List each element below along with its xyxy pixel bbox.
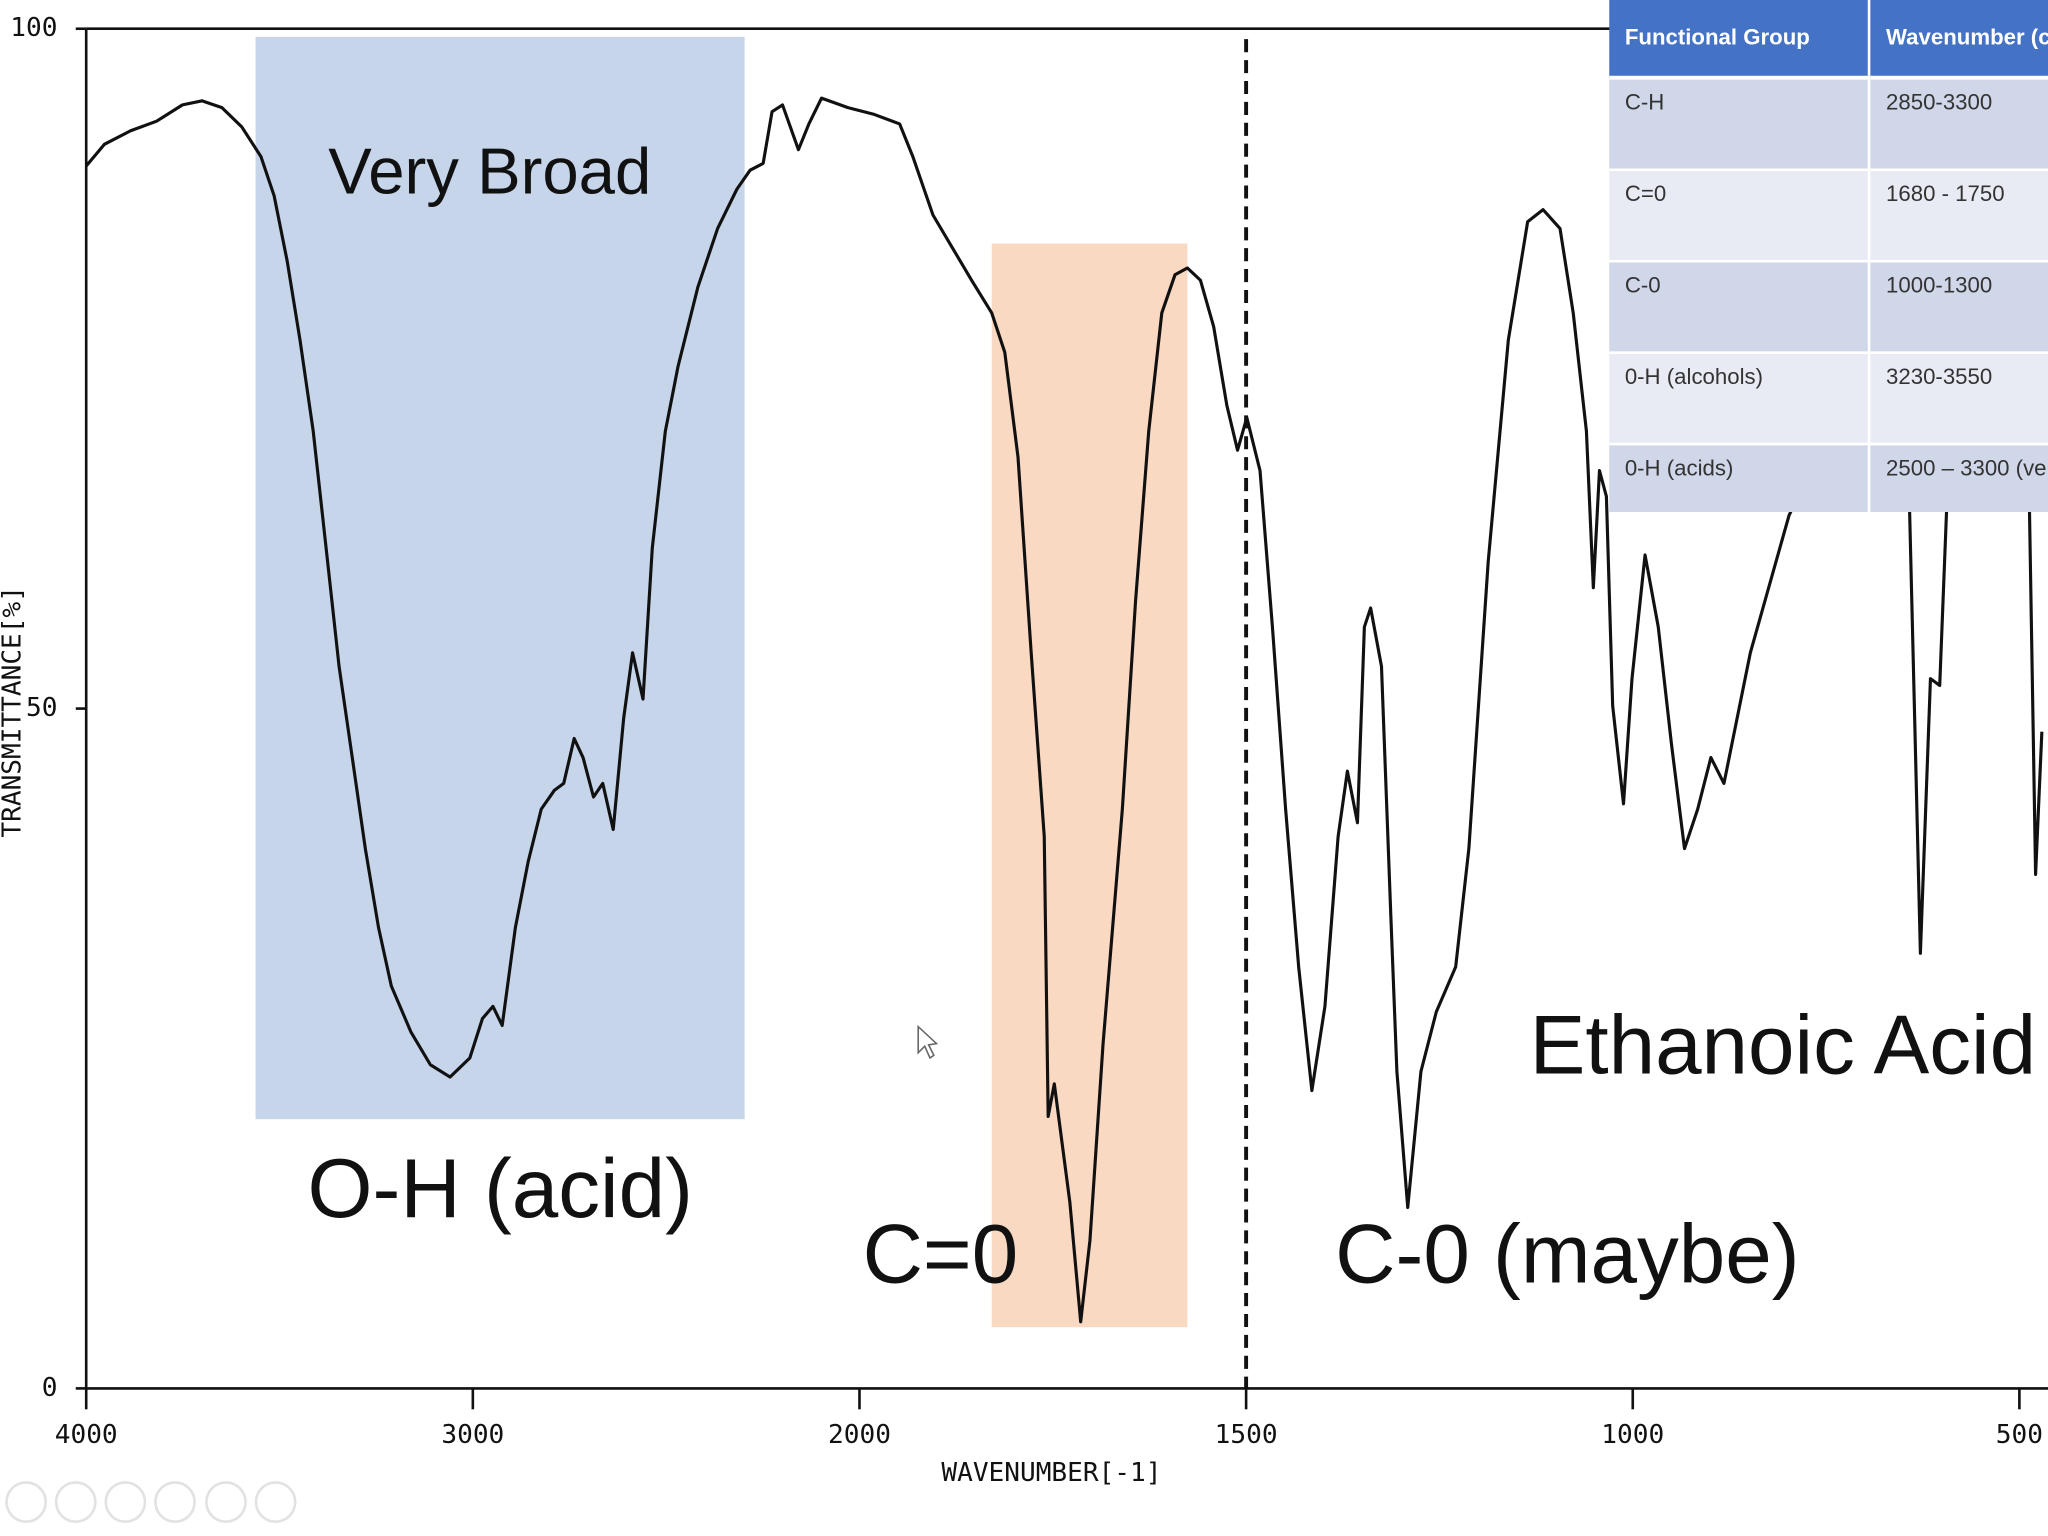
x-tick-label: 4000 [55,1420,118,1450]
x-axis-label: WAVENUMBER[-1] [941,1458,1161,1488]
table-cell: 1000-1300 [1869,261,2048,354]
table-cell: 2500 – 3300 (very broad) [1869,444,2048,512]
y-tick-label: 0 [42,1373,58,1403]
y-axis-label: TRANSMITTANCE[%] [0,586,28,838]
table-cell: C=0 [1609,169,1871,263]
y-tick-label: 50 [26,693,57,723]
table-header: Wavenumber (cm-1) [1869,0,2048,80]
table-cell: 0-H (alcohols) [1609,352,1871,446]
table-cell: 3230-3550 [1869,352,2048,446]
table-row: 0-H (acids)2500 – 3300 (very broad) [1609,444,2048,512]
table-body: C-H 2850-3300 C=0 1680 - 1750 C-0 1000-1300 0-… [1609,77,2048,512]
x-tick-label: 3000 [441,1420,504,1450]
toolbar-button[interactable] [5,1481,48,1523]
table-cell: C-0 [1609,261,1871,354]
x-tick-label: 500 [1996,1420,2043,1450]
table-cell: C-H [1609,77,1871,172]
toolbar-button[interactable] [154,1481,196,1523]
cursor [917,1024,939,1060]
x-tick-label: 2000 [828,1420,891,1450]
annotation: Ethanoic Acid [1530,998,2036,1092]
highlight-region [255,36,745,1120]
table-header: Functional Group [1609,0,1871,80]
table-row: C-0 1000-1300 [1609,261,2048,354]
toolbar-button[interactable] [205,1481,247,1523]
axes: 0 50 100 4000 3000 2000 1500 1000 500 [10,13,2048,1450]
toolbar-button[interactable] [254,1481,297,1523]
annotation: C=0 [863,1206,1019,1300]
table-row: C-H 2850-3300 [1609,77,2048,172]
annotation: Very Broad [328,135,651,208]
highlight-region [991,243,1188,1328]
table-row: C=0 1680 - 1750 [1609,169,2048,263]
toolbar-button[interactable] [104,1481,147,1523]
table-cell: 0-H (acids) [1609,444,1871,512]
plot [85,39,2044,1389]
toolbar [5,1481,297,1523]
table-header-row: Functional Group Wavenumber (cm-1) [1609,0,2048,80]
table-container: Functional Group Wavenumber (cm-1) C-H28… [1609,0,2048,512]
table-cell: 1680 - 1750 [1869,169,2048,263]
toolbar-button[interactable] [54,1481,97,1523]
x-tick-label: 1000 [1601,1420,1664,1450]
x-tick-label: 1500 [1215,1420,1278,1450]
annotation: O-H (acid) [308,1141,693,1235]
table-row: 0-H (alcohols) 3230-3550 [1609,352,2048,446]
y-tick-label: 100 [10,13,57,43]
table-clip: Functional Group Wavenumber (cm-1) C-H28… [1609,0,2048,512]
annotation: C-0 (maybe) [1335,1206,1799,1300]
spectrum-line [85,96,2044,1324]
functional-group-table: Functional Group Wavenumber (cm-1) C-H28… [1609,0,2048,512]
highlight-layer [255,36,1188,1328]
table-cell: 2850-3300 [1869,77,2048,172]
